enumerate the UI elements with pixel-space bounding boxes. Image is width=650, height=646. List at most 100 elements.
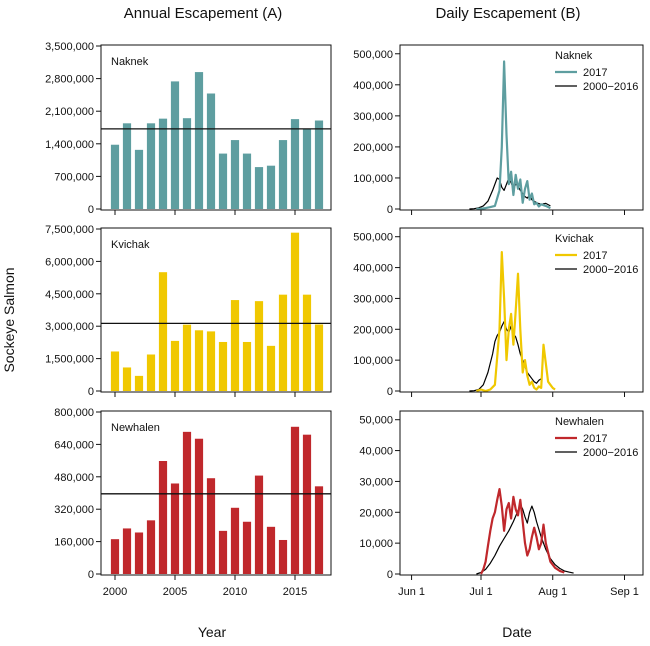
newhalen-annual-bar	[170, 483, 180, 574]
newhalen-annual-bar	[146, 520, 156, 574]
newhalen-annual-panel-label: Newhalen	[111, 422, 160, 434]
kvichak-annual-bar	[302, 294, 312, 391]
kvichak-annual-bar	[158, 272, 168, 391]
newhalen-daily-panel: 0 10,000 20,000 30,000 40,000 50,000 Jun 1 Jul …	[359, 410, 644, 598]
newhalen-annual-bar	[266, 526, 276, 574]
naknek-daily-ytick-label: 200,000	[353, 142, 393, 154]
newhalen-annual-bar	[206, 478, 216, 574]
kvichak-annual-bar	[314, 324, 324, 391]
newhalen-annual-ytick-label: 160,000	[54, 537, 94, 549]
naknek-annual-bar	[134, 149, 144, 209]
kvichak-daily-ytick-label: 500,000	[353, 232, 393, 244]
naknek-annual-bar	[122, 123, 132, 209]
naknek-daily-series-2017	[476, 60, 551, 211]
newhalen-annual-ytick-label: 320,000	[54, 504, 94, 516]
newhalen-annual-bar	[194, 438, 204, 574]
newhalen-daily-series-historic	[476, 504, 574, 575]
naknek-annual-ytick-label: 2,800,000	[45, 74, 94, 86]
naknek-daily-ytick-label: 100,000	[353, 173, 393, 185]
naknek-daily-ytick-label: 400,000	[353, 80, 393, 92]
naknek-annual-bar	[314, 120, 324, 209]
kvichak-annual-bar	[266, 345, 276, 391]
kvichak-annual-ytick-label: 7,500,000	[45, 224, 94, 236]
naknek-annual-bar	[194, 72, 204, 209]
naknek-annual-panel-label: Naknek	[111, 56, 149, 68]
naknek-daily-ytick-label: 300,000	[353, 111, 393, 123]
kvichak-daily-ytick-label: 0	[387, 386, 393, 398]
naknek-daily-legend-label-historic: 2000−2016	[583, 81, 638, 93]
newhalen-daily-xtick-label: Sep 1	[610, 586, 639, 598]
kvichak-daily-legend-label-historic: 2000−2016	[583, 264, 638, 276]
newhalen-annual-ytick-label: 480,000	[54, 472, 94, 484]
naknek-annual-bar	[110, 144, 120, 209]
newhalen-annual-xtick-label: 2010	[223, 586, 247, 598]
newhalen-daily-ytick-label: 10,000	[359, 538, 393, 550]
newhalen-annual-panel: 0 160,000 320,000 480,000 640,000 800,000 2000…	[54, 407, 332, 598]
kvichak-annual-bar	[122, 367, 132, 391]
annual-column-title: Annual Escapement (A)	[124, 5, 282, 22]
newhalen-annual-bar	[182, 431, 192, 574]
kvichak-annual-bar	[182, 324, 192, 391]
kvichak-annual-frame	[100, 227, 332, 393]
naknek-annual-bar	[146, 123, 156, 209]
naknek-annual-bar	[182, 118, 192, 209]
kvichak-annual-bar	[218, 341, 228, 391]
naknek-daily-legend-label-2017: 2017	[583, 67, 607, 79]
kvichak-daily-legend-label-2017: 2017	[583, 250, 607, 262]
naknek-annual-bar	[206, 93, 216, 209]
naknek-annual-bar	[278, 140, 288, 209]
naknek-annual-bar	[242, 153, 252, 209]
naknek-annual-bar	[170, 81, 180, 209]
naknek-daily-legend-title: Naknek	[555, 50, 593, 62]
kvichak-annual-bar	[290, 232, 300, 391]
kvichak-annual-bar	[170, 340, 180, 391]
kvichak-annual-bar	[194, 330, 204, 391]
kvichak-daily-ytick-label: 400,000	[353, 263, 393, 275]
kvichak-annual-bar	[134, 375, 144, 391]
naknek-annual-bar	[302, 128, 312, 209]
newhalen-annual-bar	[110, 539, 120, 574]
naknek-annual-ytick-label: 1,400,000	[45, 139, 94, 151]
naknek-daily-panel: 0 100,000 200,000 300,000 400,000 500,000 Nakn…	[353, 44, 644, 216]
newhalen-daily-legend-label-2017: 2017	[583, 433, 607, 445]
kvichak-annual-bar	[278, 294, 288, 391]
naknek-annual-bar	[290, 119, 300, 209]
kvichak-annual-ytick-label: 1,500,000	[45, 354, 94, 366]
newhalen-daily-legend-label-historic: 2000−2016	[583, 447, 638, 459]
naknek-annual-bar	[218, 153, 228, 209]
daily-column-title: Daily Escapement (B)	[435, 5, 580, 22]
naknek-annual-bar	[158, 118, 168, 209]
newhalen-daily-ytick-label: 40,000	[359, 446, 393, 458]
newhalen-annual-xtick-label: 2000	[103, 586, 127, 598]
newhalen-annual-bar	[122, 528, 132, 574]
naknek-daily-ytick-label: 500,000	[353, 49, 393, 61]
kvichak-annual-panel: 0 1,500,000 3,000,000 4,500,000 6,000,000 7,5…	[45, 224, 332, 398]
kvichak-annual-bar	[110, 351, 120, 391]
kvichak-annual-bar	[242, 341, 252, 391]
newhalen-annual-bar	[218, 530, 228, 574]
naknek-daily-ytick-label: 0	[387, 204, 393, 216]
kvichak-annual-bar	[146, 354, 156, 391]
daily-x-axis-title: Date	[502, 624, 532, 640]
newhalen-daily-ytick-label: 0	[387, 569, 393, 581]
newhalen-daily-xtick-label: Aug 1	[538, 586, 567, 598]
kvichak-daily-panel: 0 100,000 200,000 300,000 400,000 500,000 Kvic…	[353, 227, 644, 398]
newhalen-annual-ytick-label: 0	[88, 569, 94, 581]
kvichak-daily-ytick-label: 300,000	[353, 293, 393, 305]
kvichak-daily-frame	[399, 227, 644, 393]
naknek-annual-ytick-label: 2,100,000	[45, 106, 94, 118]
newhalen-daily-xtick-label: Jun 1	[398, 586, 425, 598]
newhalen-daily-xtick-label: Jul 1	[469, 586, 492, 598]
newhalen-annual-bar	[302, 434, 312, 574]
naknek-annual-bar	[230, 140, 240, 209]
newhalen-daily-ytick-label: 50,000	[359, 415, 393, 427]
kvichak-annual-bar	[254, 301, 264, 391]
kvichak-daily-legend-title: Kvichak	[555, 233, 594, 245]
newhalen-annual-xtick-label: 2005	[163, 586, 187, 598]
kvichak-annual-ytick-label: 4,500,000	[45, 289, 94, 301]
newhalen-annual-frame	[100, 410, 332, 576]
kvichak-annual-ytick-label: 6,000,000	[45, 256, 94, 268]
newhalen-daily-series-2017	[480, 488, 565, 575]
newhalen-annual-bar	[158, 461, 168, 574]
